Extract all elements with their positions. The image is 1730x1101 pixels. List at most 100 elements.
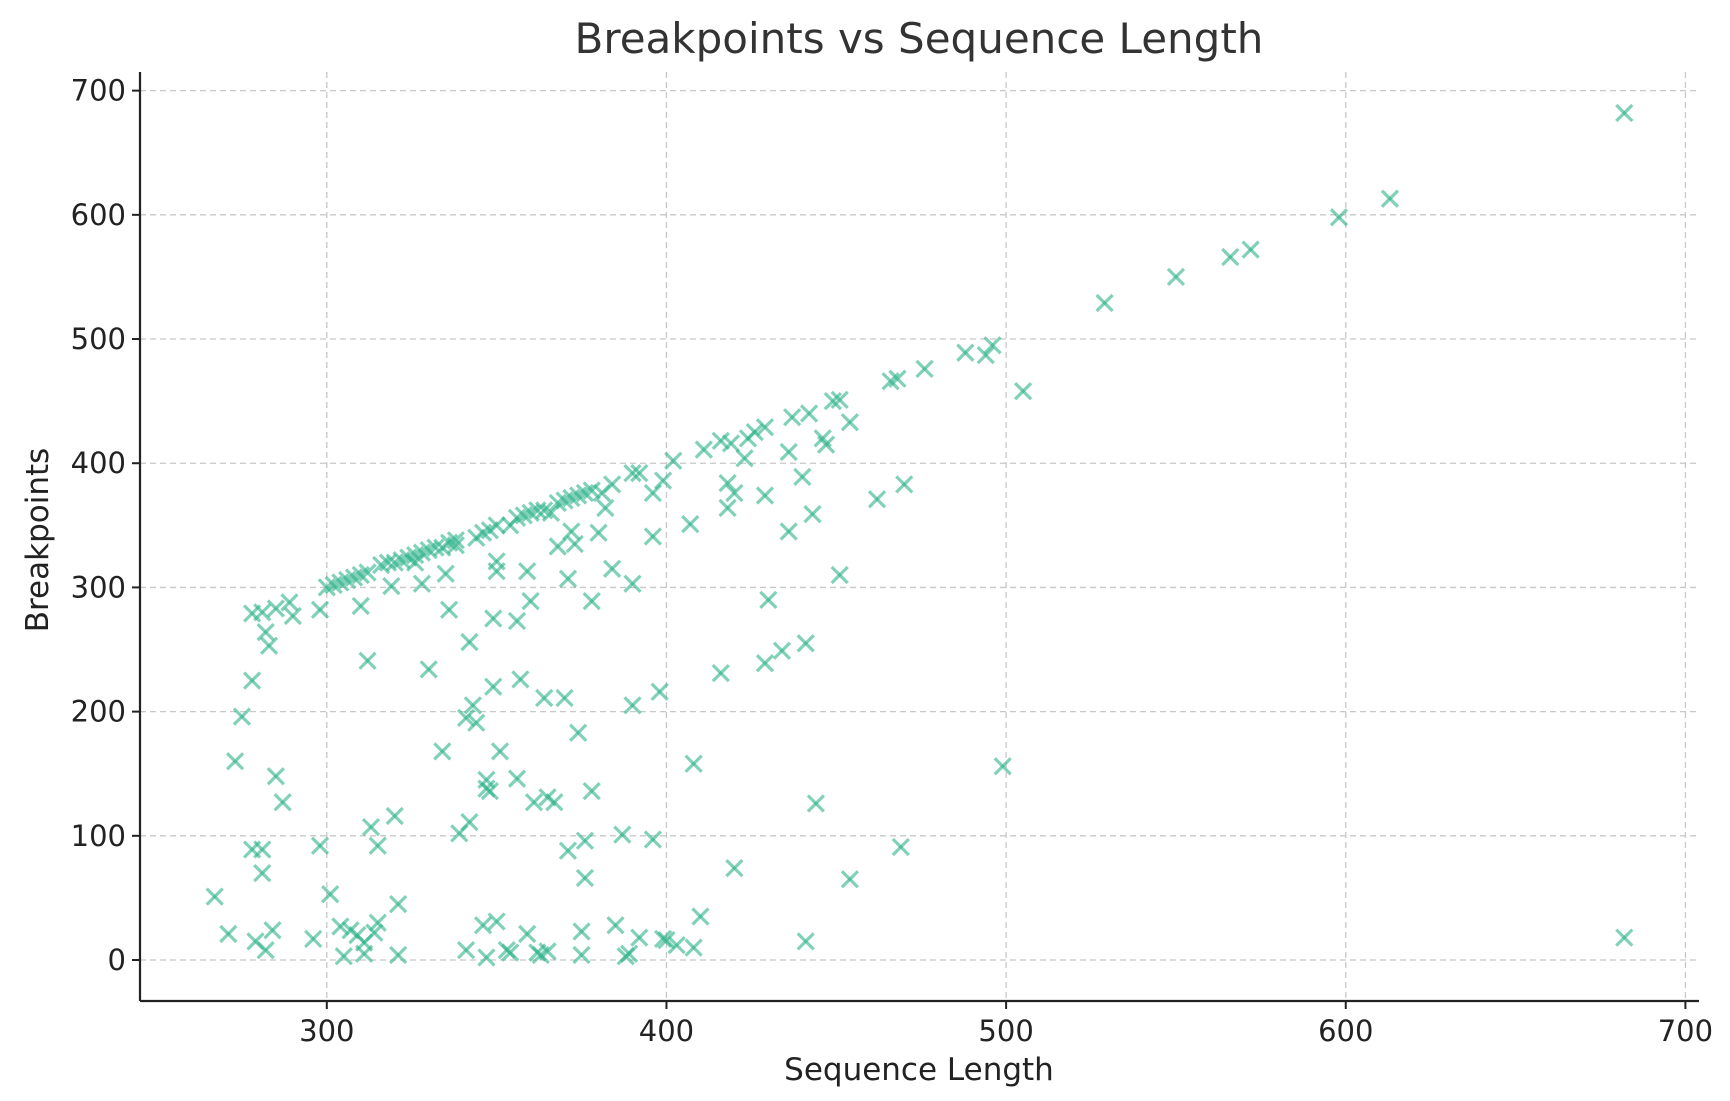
x-tick-label: 700: [1658, 1014, 1713, 1048]
data-point: [643, 483, 663, 503]
data-point: [317, 578, 336, 597]
data-point: [361, 817, 381, 837]
data-point: [256, 940, 275, 960]
data-point: [657, 931, 676, 950]
data-point: [253, 863, 272, 883]
data-point: [895, 475, 914, 494]
y-tick-label: 700: [71, 74, 126, 108]
data-point: [1013, 382, 1033, 401]
data-point: [385, 806, 404, 826]
data-point: [205, 887, 224, 906]
data-point: [412, 574, 432, 593]
data-point: [613, 825, 632, 844]
x-tick-label: 600: [1318, 1014, 1373, 1048]
data-point: [589, 523, 608, 542]
data-point: [463, 696, 482, 715]
data-point: [782, 408, 802, 427]
axes: [138, 72, 1699, 1003]
data-point: [725, 483, 744, 503]
data-point: [684, 754, 703, 773]
data-point: [630, 928, 649, 947]
data-point: [259, 636, 279, 655]
data-point: [993, 757, 1012, 776]
data-point: [572, 945, 591, 965]
data-point: [759, 590, 778, 609]
data-point: [372, 555, 391, 575]
data-point: [1380, 189, 1400, 208]
data-point: [806, 794, 826, 813]
data-point: [796, 634, 815, 653]
data-point: [718, 498, 737, 518]
data-point: [755, 418, 775, 437]
data-point: [735, 449, 754, 468]
data-point: [582, 781, 601, 801]
data-point: [273, 793, 292, 812]
data-points: [205, 103, 1634, 967]
data-point: [681, 514, 700, 534]
data-point: [623, 574, 642, 593]
data-point: [334, 947, 353, 966]
data-point: [569, 723, 588, 742]
data-point: [711, 431, 730, 450]
data-point: [738, 429, 758, 448]
x-tick-label: 400: [639, 1014, 694, 1048]
data-point: [456, 708, 476, 727]
data-point: [358, 651, 377, 670]
data-point: [803, 505, 822, 524]
data-point: [456, 940, 476, 960]
data-point: [232, 707, 252, 726]
data-point: [524, 793, 544, 812]
data-point: [467, 528, 486, 547]
data-point: [779, 522, 798, 541]
data-point: [575, 831, 595, 850]
data-point: [983, 336, 1002, 355]
data-point: [477, 948, 496, 967]
data-point: [507, 611, 527, 631]
data-point: [623, 696, 642, 715]
data-point: [602, 559, 622, 578]
data-point: [385, 553, 404, 572]
data-point: [664, 451, 683, 470]
data-point: [1329, 208, 1349, 227]
data-point: [446, 536, 466, 555]
data-point: [667, 935, 686, 955]
data-point: [623, 464, 642, 483]
data-point: [956, 343, 975, 362]
data-point: [725, 858, 744, 878]
y-tick-label: 0: [108, 943, 126, 977]
data-point: [263, 921, 282, 940]
data-point: [643, 830, 663, 849]
data-point: [799, 404, 819, 423]
data-point: [436, 564, 455, 583]
data-point: [521, 591, 540, 611]
data-point: [796, 932, 815, 951]
data-point: [484, 677, 503, 696]
data-point: [219, 924, 238, 944]
data-point: [511, 670, 530, 689]
data-point: [433, 742, 452, 761]
x-tick-label: 300: [299, 1014, 354, 1048]
data-point: [840, 870, 860, 889]
y-tick-label: 600: [71, 198, 126, 232]
data-point: [1241, 240, 1260, 259]
data-point: [331, 917, 350, 936]
y-tick-label: 200: [71, 695, 126, 729]
data-point: [304, 929, 323, 949]
data-point: [484, 609, 503, 628]
data-point: [711, 663, 730, 683]
data-point: [433, 538, 452, 557]
data-point: [619, 944, 639, 963]
data-point: [467, 713, 486, 732]
data-point: [630, 464, 649, 483]
data-point: [351, 596, 370, 616]
data-point: [460, 632, 479, 652]
data-point: [823, 391, 843, 411]
data-point: [1615, 103, 1634, 123]
data-point: [867, 490, 887, 509]
y-axis-label: Breakpoints: [20, 448, 56, 633]
data-point: [643, 527, 663, 546]
data-point: [538, 942, 557, 961]
data-point: [389, 945, 408, 965]
data-point: [793, 467, 812, 487]
data-point: [365, 923, 384, 942]
